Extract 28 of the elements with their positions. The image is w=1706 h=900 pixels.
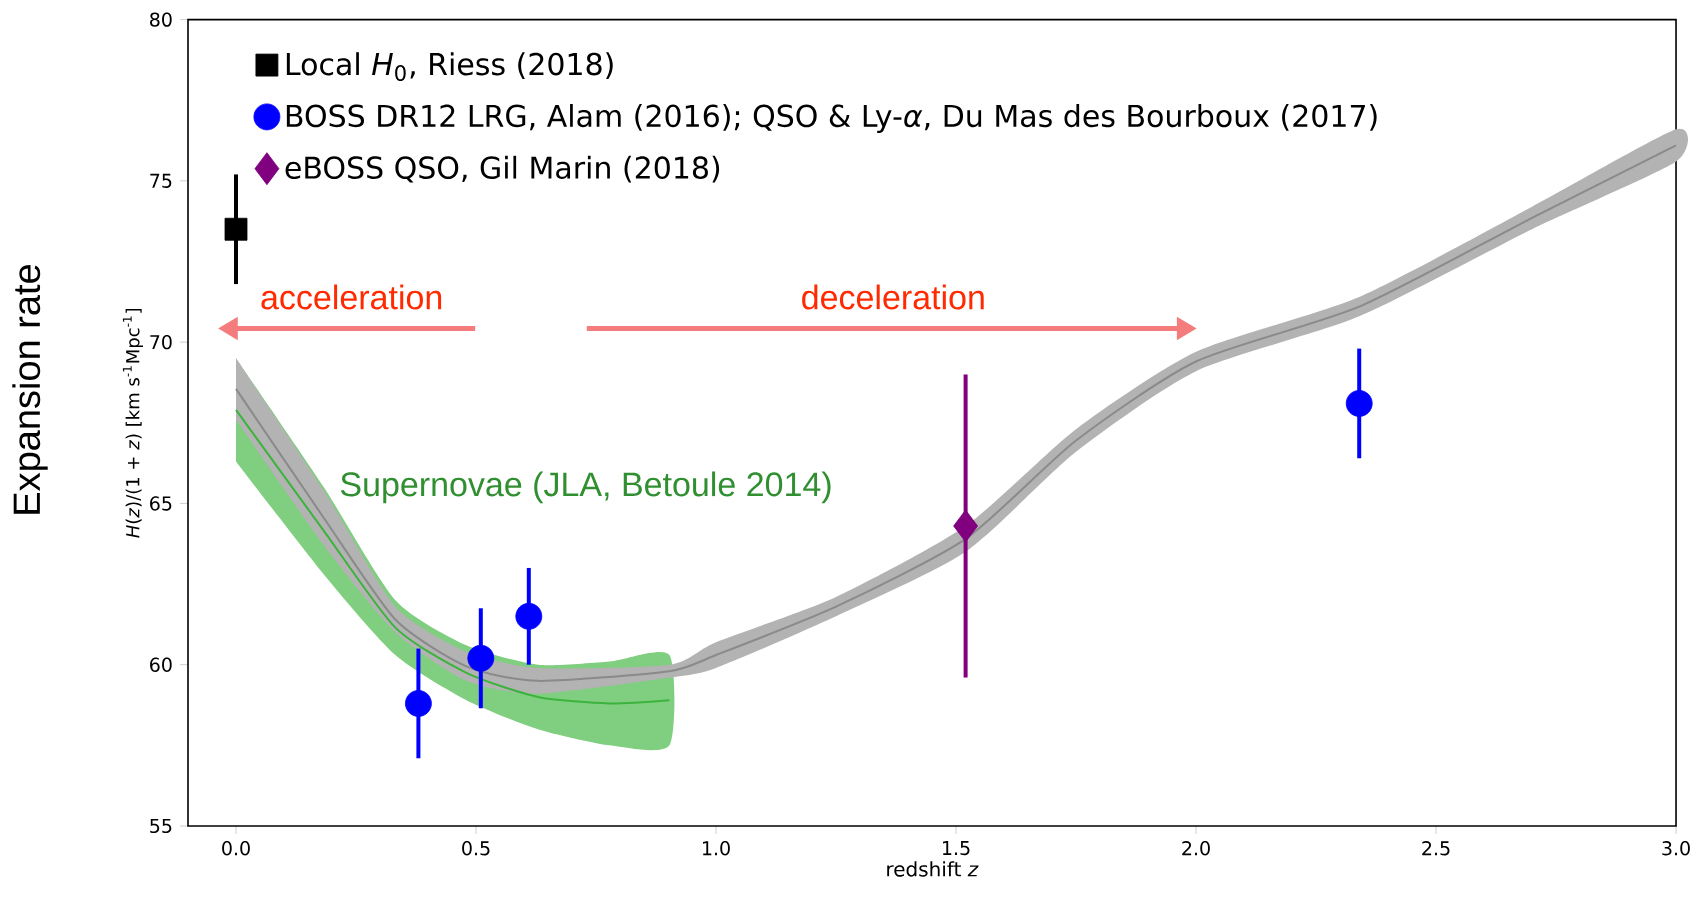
x-tick-label: 0.5 (462, 841, 490, 856)
point (1345, 390, 1373, 417)
legend-label: eBOSS QSO, Gil Marin (2018) (285, 155, 720, 183)
x-tick-label: 0.0 (222, 841, 250, 856)
x-tick-label: 2.0 (1182, 841, 1210, 856)
x-tick-label: 1.5 (943, 841, 970, 856)
x-axis-title: redshift z (887, 861, 979, 877)
y-tick-label: 60 (150, 657, 172, 672)
point (224, 217, 248, 241)
point (405, 690, 432, 717)
x-tick-label: 3.0 (1662, 841, 1690, 856)
y-tick-label: 55 (150, 818, 172, 834)
annotation: acceleration (261, 284, 442, 310)
x-tick-label: 1.0 (703, 841, 730, 856)
x-tick-label: 2.5 (1422, 841, 1450, 856)
legend-label: BOSS DR12 LRG, Alam (2016); QSO & Ly-α, Du Mas des Bourboux (2017) (286, 104, 1377, 134)
legend-label: Local H$_{0}$, Riess (2018) (286, 52, 613, 81)
point (467, 644, 495, 672)
y-tick-label: 80 (150, 12, 172, 27)
point (515, 602, 543, 630)
y-tick-label: 75 (150, 173, 172, 188)
text: Expansion rate (12, 265, 48, 514)
y-tick-label: 65 (150, 496, 172, 511)
series-label: Supernovae (JLA, Betoule 2014) (340, 471, 831, 504)
text: H(z)/(1 + z) [km s$^{-1}$Mpc$^{-1}$] (122, 308, 144, 538)
point (953, 509, 979, 543)
annotation: deceleration (802, 284, 984, 310)
y-tick-label: 70 (150, 334, 172, 350)
